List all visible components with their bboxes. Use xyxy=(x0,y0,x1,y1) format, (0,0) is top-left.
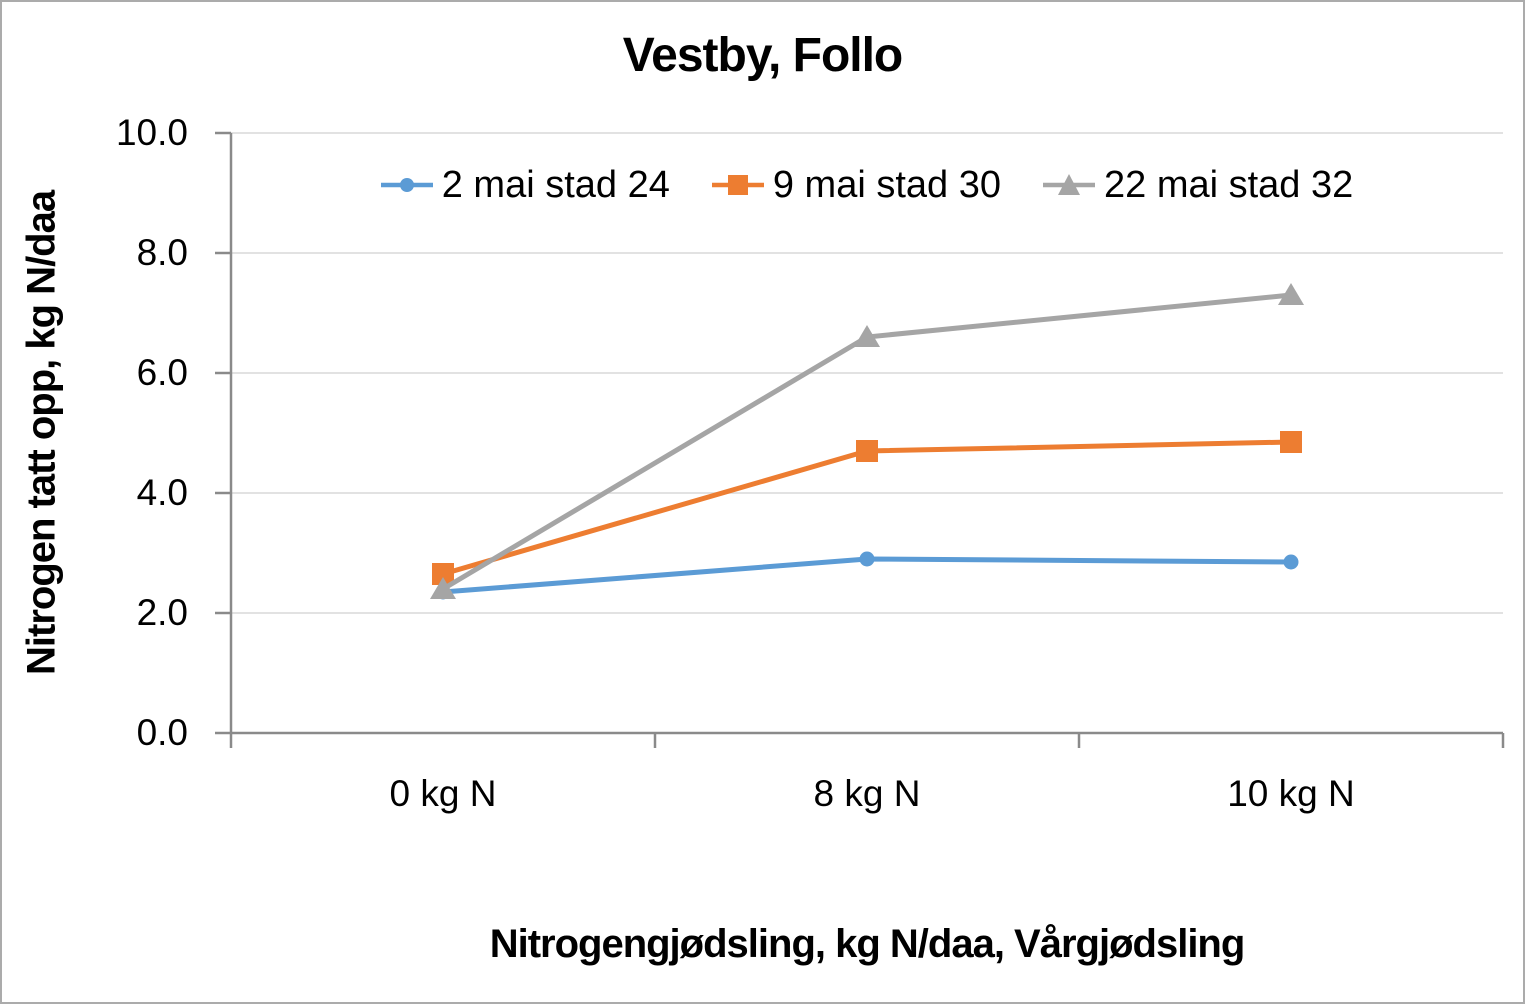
legend-label: 2 mai stad 24 xyxy=(441,163,670,206)
x-tick-label: 8 kg N xyxy=(813,773,921,814)
chart-title: Vestby, Follo xyxy=(622,29,904,82)
x-tick-label: 0 kg N xyxy=(389,773,497,814)
y-tick-label: 10.0 xyxy=(115,112,188,153)
y-tick-label: 4.0 xyxy=(136,472,188,513)
square-marker xyxy=(856,440,878,462)
y-tick-label: 8.0 xyxy=(136,232,188,273)
legend-label: 9 mai stad 30 xyxy=(772,163,1001,206)
circle-marker xyxy=(1283,554,1299,570)
triangle-marker xyxy=(854,325,880,347)
x-tick-label: 10 kg N xyxy=(1227,773,1355,814)
square-legend-marker-icon xyxy=(711,175,764,195)
legend-label: 22 mai stad 32 xyxy=(1104,163,1354,206)
circle-legend-marker-icon xyxy=(380,178,433,192)
y-tick-label: 0.0 xyxy=(136,712,188,753)
circle-marker xyxy=(859,551,875,567)
triangle-marker xyxy=(430,577,456,599)
square-marker xyxy=(432,563,454,585)
y-tick-label: 2.0 xyxy=(136,592,188,633)
square-marker xyxy=(1280,431,1302,453)
legend: 2 mai stad 24 9 mai stad 30 22 mai stad 32 xyxy=(231,162,1503,208)
triangle-marker xyxy=(1278,283,1304,305)
x-axis-title: Nitrogengjødsling, kg N/daa, Vårgjødslin… xyxy=(489,922,1246,966)
triangle-legend-marker-icon xyxy=(1043,174,1095,195)
legend-item: 22 mai stad 32 xyxy=(1043,164,1353,207)
legend-item: 9 mai stad 30 xyxy=(711,163,1001,207)
y-tick-label: 6.0 xyxy=(136,352,188,393)
legend-item: 2 mai stad 24 xyxy=(380,163,670,207)
